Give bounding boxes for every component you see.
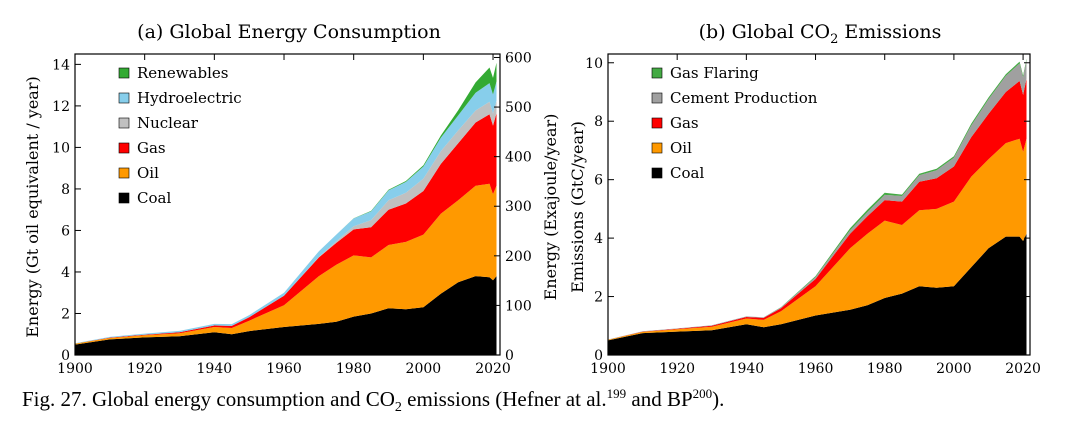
legend-label-renewables: Renewables [137,64,228,82]
y-tick-label: 2 [594,290,603,306]
co2-legend: Gas Flaring Cement Production Gas Oil Coal [651,64,818,182]
energy-y-axis-label: Energy (Gt oil equivalent / year) [23,76,42,338]
legend-label-oil: Oil [137,164,159,182]
x-tick-label: 1960 [798,361,834,377]
energy-area-layers [75,62,497,355]
legend-swatch-gas [651,117,663,129]
x-tick-label: 1900 [57,361,93,377]
y-tick-label: 6 [61,223,70,239]
energy-plot-frame [74,53,501,356]
x-tick-label: 2000 [936,361,972,377]
y2-tick-label: 0 [505,348,514,364]
y-tick-label: 10 [585,56,603,72]
energy-legend: Renewables Hydroelectric Nuclear Gas Oil Coal [118,64,242,207]
y2-tick-label: 300 [505,199,532,215]
b-area-coal [608,233,1027,355]
x-tick-label: 2000 [406,361,442,377]
y2-tick-label: 600 [505,50,532,66]
co2-y-ticks: 0 2 4 6 8 10 [585,56,1030,364]
co2-plot-frame [607,53,1031,356]
legend-label-coal: Coal [137,189,171,207]
x-tick-label: 1940 [197,361,233,377]
y2-tick-label: 400 [505,150,532,166]
energy-x-ticks: 1900 1920 1940 1960 1980 2000 2020 [57,54,511,377]
legend-label-gas: Gas [670,114,699,132]
x-tick-label: 1980 [336,361,372,377]
energy-y-ticks: 0 2 4 6 8 10 12 14 [52,57,81,364]
y2-tick-label: 100 [505,298,532,314]
y-tick-label: 6 [594,173,603,189]
y-tick-label: 2 [61,306,70,322]
y2-tick-label: 500 [505,100,532,116]
x-tick-label: 1940 [729,361,765,377]
energy-y2-ticks: 0 100 200 300 400 500 600 [494,50,532,364]
a-area-gas [75,113,497,344]
legend-label-oil: Oil [670,139,692,157]
a-area-coal [75,276,497,355]
figure-caption: Fig. 27. Global energy consumption and C… [22,386,725,416]
energy-consumption-chart: (a) Global Energy Consumption 1900 1920 19… [23,21,560,377]
legend-swatch-gas [118,142,130,154]
y-tick-label: 4 [594,231,603,247]
y-tick-label: 8 [594,114,603,130]
legend-swatch-renewables [118,67,130,79]
co2-y-axis-label: Emissions (GtC/year) [568,121,587,293]
a-area-hydroelectric [75,81,497,344]
legend-label-cement-production: Cement Production [670,89,818,107]
legend-label-gas: Gas [137,139,166,157]
co2-emissions-chart: (b) Global CO2 Emissions 1900 1920 1940 196… [568,21,1041,377]
y-tick-label: 0 [61,348,70,364]
legend-swatch-oil [651,142,663,154]
legend-swatch-oil [118,167,130,179]
legend-swatch-coal [118,192,130,204]
x-tick-label: 1920 [127,361,163,377]
a-area-oil [75,183,497,345]
legend-label-coal: Coal [670,164,704,182]
legend-label-gas-flaring: Gas Flaring [670,64,759,82]
x-tick-label: 2020 [1005,361,1041,377]
x-tick-label: 2020 [475,361,511,377]
legend-label-nuclear: Nuclear [137,114,199,132]
co2-x-ticks: 1900 1920 1940 1960 1980 2000 2020 [590,54,1041,377]
energy-chart-title: (a) Global Energy Consumption [137,21,441,43]
co2-area-layers [608,58,1027,355]
legend-label-hydroelectric: Hydroelectric [137,89,242,107]
x-tick-label: 1920 [659,361,695,377]
y-tick-label: 10 [52,140,70,156]
b-area-oil [608,138,1027,341]
y-tick-label: 4 [61,265,70,281]
co2-chart-title: (b) Global CO2 Emissions [699,21,942,47]
legend-swatch-cement-production [651,92,663,104]
legend-swatch-nuclear [118,117,130,129]
y-tick-label: 14 [52,57,70,73]
y-tick-label: 0 [594,348,603,364]
x-tick-label: 1980 [867,361,903,377]
legend-swatch-gas-flaring [651,67,663,79]
x-tick-label: 1960 [266,361,302,377]
energy-y2-axis-label: Energy (Exajoule/year) [541,114,560,301]
y-tick-label: 8 [61,182,70,198]
legend-swatch-hydroelectric [118,92,130,104]
legend-swatch-coal [651,167,663,179]
x-tick-label: 1900 [590,361,626,377]
y2-tick-label: 200 [505,249,532,265]
y-tick-label: 12 [52,99,70,115]
